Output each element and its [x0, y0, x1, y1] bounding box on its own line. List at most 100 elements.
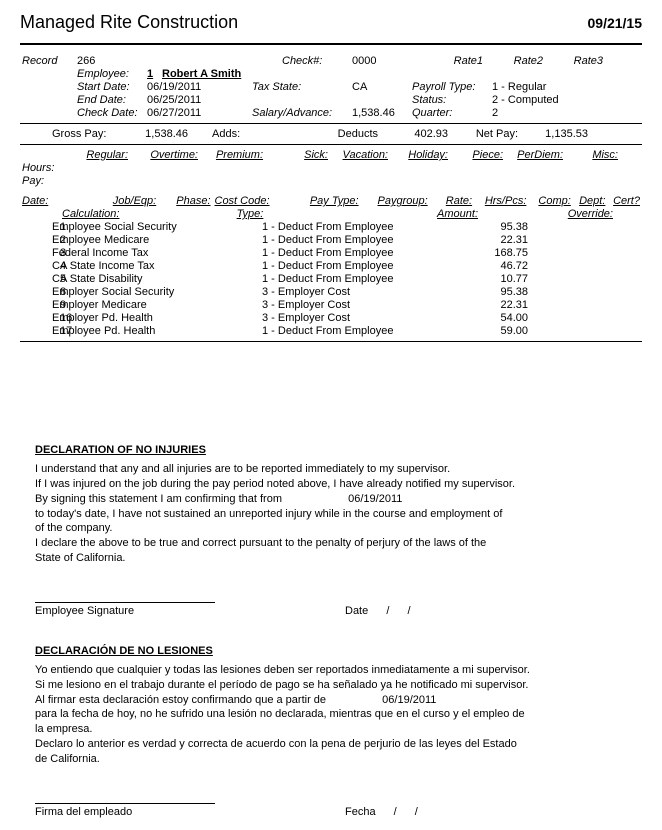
- ded-amt: 22.31: [450, 234, 530, 246]
- ded-type: 1 - Deduct From Employee: [260, 247, 450, 259]
- date-hdr: Date:: [20, 195, 60, 207]
- totals-row: Gross Pay: 1,538.46 Adds: Deducts 402.93…: [20, 128, 642, 140]
- sick-hdr: Sick:: [265, 149, 330, 161]
- paytype-headers: Regular: Overtime: Premium: Sick: Vacati…: [20, 149, 642, 161]
- status: 2 - Computed: [490, 94, 561, 106]
- signature-line: [35, 602, 215, 603]
- check-label: Check#:: [280, 55, 350, 67]
- employee-name: Robert A Smith: [160, 68, 243, 80]
- deduction-row: 5CA State Disability1 - Deduct From Empl…: [20, 273, 642, 285]
- decl-es-line: para la fecha de hoy, no he sufrido una …: [35, 707, 627, 722]
- deduction-row: 17Employee Pd. Health1 - Deduct From Emp…: [20, 325, 642, 337]
- deductions-table: 1Employee Social Security1 - Deduct From…: [20, 221, 642, 337]
- decl-es-line: Al firmar esta declaración estoy confirm…: [35, 694, 326, 706]
- date-label-en: Date: [345, 605, 368, 617]
- quarter: 2: [490, 107, 500, 119]
- piece-hdr: Piece:: [450, 149, 505, 161]
- company-name: Managed Rite Construction: [20, 12, 238, 33]
- tax-state: CA: [350, 81, 410, 93]
- ded-calc: Federal Income Tax: [50, 247, 220, 259]
- decl-es-line: de California.: [35, 752, 627, 767]
- deducts-label: Deducts: [260, 128, 380, 140]
- ded-calc: Employee Pd. Health: [50, 325, 220, 337]
- rate2-label: Rate2: [485, 55, 545, 67]
- ded-amt: 59.00: [450, 325, 530, 337]
- hours-label: Hours:: [20, 162, 56, 174]
- page-header: Managed Rite Construction 09/21/15: [20, 12, 642, 33]
- sig-label-en: Employee Signature: [35, 605, 215, 617]
- ded-calc: Employer Medicare: [50, 299, 220, 311]
- ded-calc: Employee Social Security: [50, 221, 220, 233]
- check-date-label: Check Date:: [75, 107, 145, 119]
- decl-en-line: If I was injured on the job during the p…: [35, 477, 627, 492]
- signature-line: [35, 803, 215, 804]
- misc-hdr: Misc:: [565, 149, 620, 161]
- declaration-en: DECLARATION OF NO INJURIES I understand …: [20, 444, 642, 617]
- deduction-row: 3Federal Income Tax1 - Deduct From Emplo…: [20, 247, 642, 259]
- jobeqp-hdr: Job/Eqp:: [60, 195, 159, 207]
- ded-amt: 46.72: [450, 260, 530, 272]
- slash: /: [394, 806, 397, 818]
- payroll-type-label: Payroll Type:: [410, 81, 490, 93]
- decl-es-line: Si me lesiono en el trabajo durante el p…: [35, 678, 627, 693]
- net: 1,135.53: [520, 128, 590, 140]
- divider: [20, 43, 642, 45]
- ded-calc: CA State Income Tax: [50, 260, 220, 272]
- ded-type: 1 - Deduct From Employee: [260, 221, 450, 233]
- gross-label: Gross Pay:: [50, 128, 120, 140]
- comp-hdr: Comp:: [528, 195, 572, 207]
- salary: 1,538.46: [350, 107, 410, 119]
- decl-en-line: State of California.: [35, 551, 627, 566]
- slash: /: [386, 605, 389, 617]
- ded-calc: Employee Medicare: [50, 234, 220, 246]
- ded-amt: 54.00: [450, 312, 530, 324]
- overtime-hdr: Overtime:: [130, 149, 200, 161]
- deduction-row: 9Employer Medicare3 - Employer Cost22.31: [20, 299, 642, 311]
- costcode-hdr: Cost Code:: [213, 195, 282, 207]
- status-label: Status:: [410, 94, 490, 106]
- dept-hdr: Dept:: [573, 195, 608, 207]
- decl-es-line: Declaro lo anterior es verdad y correcta…: [35, 737, 627, 752]
- ded-type: 1 - Deduct From Employee: [260, 234, 450, 246]
- check-no: 0000: [350, 55, 410, 67]
- print-date: 09/21/15: [588, 15, 643, 31]
- decl-en-line: to today's date, I have not sustained an…: [35, 507, 627, 522]
- premium-hdr: Premium:: [200, 149, 265, 161]
- decl-es-date: 06/19/2011: [382, 694, 436, 706]
- ded-type: 3 - Employer Cost: [260, 299, 450, 311]
- perdiem-hdr: PerDiem:: [505, 149, 565, 161]
- deduction-row: 4CA State Income Tax1 - Deduct From Empl…: [20, 260, 642, 272]
- record-label: Record: [20, 55, 75, 67]
- deduction-row: 8Employer Social Security3 - Employer Co…: [20, 286, 642, 298]
- ded-amt: 95.38: [450, 286, 530, 298]
- decl-en-line: By signing this statement I am confirmin…: [35, 493, 282, 505]
- vacation-hdr: Vacation:: [330, 149, 390, 161]
- record-block: Record 266 Check#: 0000 Rate1 Rate2 Rate…: [20, 55, 642, 119]
- ded-amt: 168.75: [450, 247, 530, 259]
- declaration-es: DECLARACIÓN DE NO LESIONES Yo entiendo q…: [20, 645, 642, 818]
- employee-label: Employee:: [75, 68, 145, 80]
- decl-es-line: Yo entiendo que cualquier y todas las le…: [35, 663, 627, 678]
- type-hdr: Type:: [215, 208, 285, 220]
- paytype-hdr: Pay Type:: [282, 195, 361, 207]
- decl-en-title: DECLARATION OF NO INJURIES: [35, 444, 627, 456]
- ded-calc: Employer Pd. Health: [50, 312, 220, 324]
- ded-type: 1 - Deduct From Employee: [260, 325, 450, 337]
- salary-label: Salary/Advance:: [250, 107, 350, 119]
- ded-type: 1 - Deduct From Employee: [260, 260, 450, 272]
- paygroup-hdr: Paygroup:: [361, 195, 430, 207]
- ded-calc: CA State Disability: [50, 273, 220, 285]
- divider: [20, 144, 642, 145]
- ded-amt: 95.38: [450, 221, 530, 233]
- sig-label-es: Firma del empleado: [35, 806, 215, 818]
- deduction-row: 16Employer Pd. Health3 - Employer Cost54…: [20, 312, 642, 324]
- ded-amt: 22.31: [450, 299, 530, 311]
- rate3-label: Rate3: [545, 55, 605, 67]
- decl-en-date: 06/19/2011: [348, 493, 402, 505]
- start-date: 06/19/2011: [145, 81, 250, 93]
- decl-en-line: of the company.: [35, 521, 627, 536]
- payroll-type: 1 - Regular: [490, 81, 548, 93]
- cert-hdr: Cert?: [607, 195, 642, 207]
- decl-es-line: la empresa.: [35, 722, 627, 737]
- divider: [20, 123, 642, 124]
